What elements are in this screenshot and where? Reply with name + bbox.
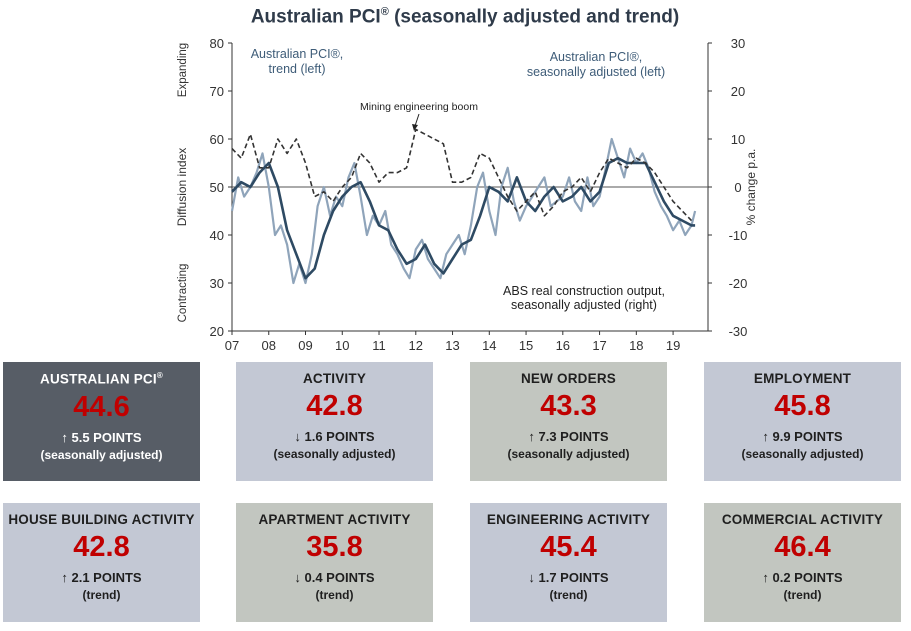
y-tick-label-left: 30 [210,276,224,291]
card-value: 45.8 [774,390,831,422]
chart-title: Australian PCI® (seasonally adjusted and… [250,6,680,28]
card-change: ↓ 1.7 POINTS [528,570,609,585]
boom-arrow [414,113,420,127]
y-label-expanding: Expanding [177,43,189,97]
y-tick-label-right: 30 [731,36,745,51]
card-note: (seasonally adjusted) [741,447,864,461]
card-commercial-activity: COMMERCIAL ACTIVITY 46.4 ↑ 0.2 POINTS (t… [704,503,901,622]
y-tick-label-left: 80 [210,36,224,51]
card-note: (seasonally adjusted) [273,447,396,461]
x-tick-label: 16 [556,338,570,353]
card-value: 45.4 [540,531,597,563]
chart-axes: 20 30 40 50 60 70 80 -30 -20 -10 0 10 20 30 07 08 09 10 11… [210,36,748,353]
y-tick-label-right: -20 [729,276,748,291]
card-employment: EMPLOYMENT 45.8 ↑ 9.9 POINTS (seasonally… [704,362,901,481]
x-tick-label: 10 [335,338,349,353]
pci-chart: 20 30 40 50 60 70 80 -30 -20 -10 0 10 20 30 07 08 09 10 11… [175,36,758,353]
trend-label-line-2: trend (left) [269,62,326,76]
series-seasonally-adjusted [230,137,697,285]
card-change: ↓ 1.6 POINTS [294,429,375,444]
y-tick-label-right: -30 [729,324,748,339]
y-tick-label-right: 0 [734,180,741,195]
card-note: (trend) [315,588,354,602]
chart-title-reg: ® [380,6,389,18]
card-name: AUSTRALIAN PCI® [40,371,163,387]
card-name: COMMERCIAL ACTIVITY [721,512,884,527]
series-trend [231,156,696,280]
sa-label-line-1: Australian PCI®, [550,50,643,64]
trend-label-line-1: Australian PCI®, [251,47,344,61]
x-tick-label: 18 [629,338,643,353]
card-change: ↑ 0.2 POINTS [762,570,843,585]
x-tick-label: 13 [445,338,459,353]
card-name: HOUSE BUILDING ACTIVITY [8,512,195,527]
x-tick-label: 12 [409,338,423,353]
card-note: (trend) [783,588,822,602]
y-tick-label-left: 50 [210,180,224,195]
card-name: EMPLOYMENT [753,371,852,386]
card-engineering-activity: ENGINEERING ACTIVITY 45.4 ↓ 1.7 POINTS (… [470,503,667,622]
card-value: 44.6 [73,390,130,423]
y-tick-label-right: 10 [731,132,745,147]
card-value: 43.3 [540,390,597,422]
card-value: 42.8 [73,531,130,563]
x-tick-label: 07 [225,338,239,353]
card-note: (seasonally adjusted) [507,447,630,461]
chart-series [230,128,697,285]
y-tick-label-left: 40 [210,228,224,243]
card-name: APARTMENT ACTIVITY [258,512,411,527]
series-abs-construction [231,128,693,222]
card-change: ↑ 9.9 POINTS [762,429,843,444]
card-value: 46.4 [774,531,831,563]
card-name: ENGINEERING ACTIVITY [486,512,651,527]
card-note: (trend) [82,588,121,602]
chart-labels: Expanding Diffusion index Contracting % cha… [175,43,758,323]
x-tick-label: 08 [262,338,276,353]
abs-label-line-1: ABS real construction output, [503,284,665,298]
x-tick-label: 15 [519,338,533,353]
card-name: ACTIVITY [302,371,367,386]
x-tick-label: 09 [298,338,312,353]
card-apartment-activity: APARTMENT ACTIVITY 35.8 ↓ 0.4 POINTS (tr… [236,503,433,622]
card-activity: ACTIVITY 42.8 ↓ 1.6 POINTS (seasonally a… [236,362,433,481]
boom-arrow-head [412,124,418,131]
card-name: NEW ORDERS [520,371,616,386]
x-tick-label: 17 [592,338,606,353]
card-note: (seasonally adjusted) [40,447,163,462]
y-label-left: Diffusion index [175,148,189,227]
boom-label: Mining engineering boom [360,101,478,113]
chart-title-text: Australian PCI [250,6,381,28]
y-tick-label-right: -10 [729,228,748,243]
sa-label-line-2: seasonally adjusted (left) [527,65,665,79]
x-tick-label: 19 [666,338,680,353]
card-change: ↑ 7.3 POINTS [528,429,609,444]
y-label-contracting: Contracting [177,264,189,323]
y-tick-label-right: 20 [731,84,745,99]
y-label-right: % change p.a. [744,149,758,226]
y-tick-label-left: 70 [210,84,224,99]
card-change: ↓ 0.4 POINTS [294,570,375,585]
y-tick-label-left: 60 [210,132,224,147]
card-house-building-activity: HOUSE BUILDING ACTIVITY 42.8 ↑ 2.1 POINT… [3,503,200,622]
card-change: ↑ 2.1 POINTS [61,570,142,585]
abs-label-line-2: seasonally adjusted (right) [511,298,657,312]
card-new-orders: NEW ORDERS 43.3 ↑ 7.3 POINTS (seasonally… [470,362,667,481]
card-australian-pci: AUSTRALIAN PCI® 44.6 ↑ 5.5 POINTS (seaso… [3,362,200,481]
y-tick-label-left: 20 [210,324,224,339]
card-value: 35.8 [306,531,363,563]
card-value: 42.8 [306,390,363,422]
card-note: (trend) [549,588,588,602]
x-tick-label: 14 [482,338,496,353]
x-tick-label: 11 [372,338,386,353]
card-change: ↑ 5.5 POINTS [61,429,142,445]
